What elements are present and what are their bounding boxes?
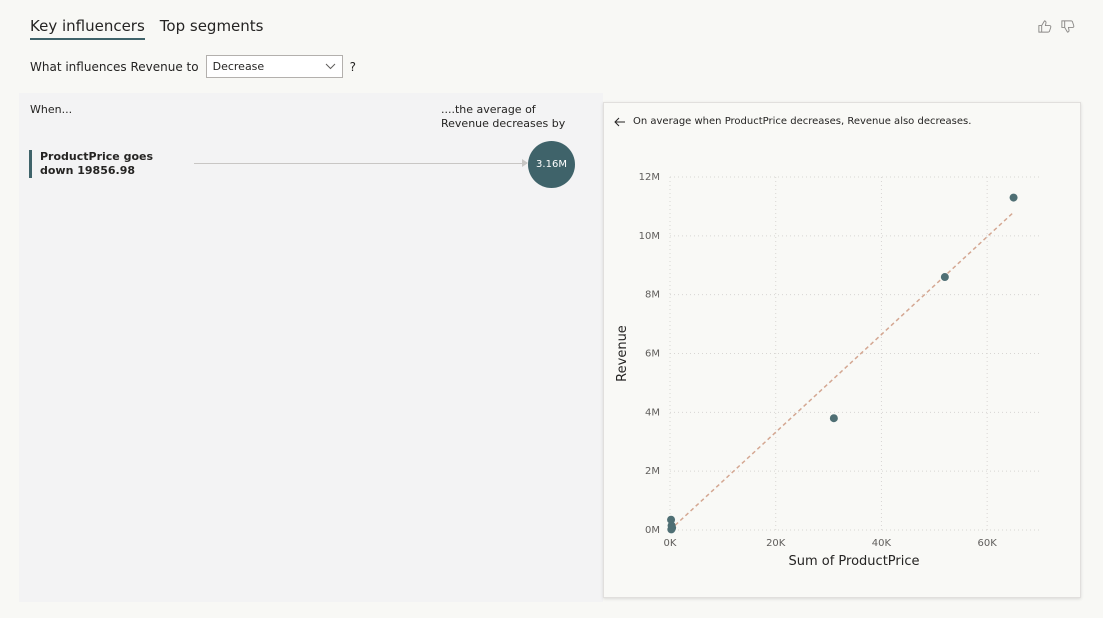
influencer-label: ProductPrice goes down 19856.98 [40, 150, 153, 178]
selection-indicator [29, 150, 32, 178]
trend-line [669, 211, 1015, 531]
question-row: What influences Revenue to Decrease ? [30, 55, 356, 78]
y-axis-title: Revenue [615, 325, 630, 382]
thumbs-up-icon[interactable] [1037, 19, 1052, 34]
y-tick-label: 6M [645, 349, 660, 360]
connector-line [194, 163, 527, 164]
feedback-buttons [1037, 19, 1075, 34]
arrow-right-icon [522, 159, 528, 167]
y-tick-label: 8M [645, 290, 660, 301]
question-prefix: What influences Revenue to [30, 59, 199, 74]
scatter-chart: 0M 2M 4M 6M 8M 10M 12M 0K 20K 40K 60K Revenue Sum… [615, 172, 1040, 569]
x-tick-label: 20K [766, 538, 786, 549]
chart-grid [669, 176, 1040, 531]
detail-description: On average when ProductPrice decreases, … [633, 116, 972, 127]
y-axis: 0M 2M 4M 6M 8M 10M 12M [639, 172, 660, 536]
influencer-detail-panel: On average when ProductPrice decreases, … [603, 102, 1081, 598]
x-axis-title: Sum of ProductPrice [788, 554, 919, 569]
tab-top-segments[interactable]: Top segments [159, 17, 264, 35]
y-tick-label: 2M [645, 466, 660, 477]
influencer-label-line2: down 19856.98 [40, 164, 136, 177]
average-label: ....the average of Revenue decreases by [441, 103, 565, 131]
direction-dropdown-value: Decrease [212, 60, 265, 73]
x-tick-label: 60K [977, 538, 997, 549]
chevron-down-icon [325, 63, 335, 70]
average-label-line1: ....the average of [441, 103, 536, 116]
x-tick-label: 40K [872, 538, 892, 549]
y-tick-label: 0M [645, 525, 660, 536]
influencers-panel: When... ....the average of Revenue decre… [19, 93, 603, 602]
thumbs-down-icon[interactable] [1060, 19, 1075, 34]
help-link[interactable]: ? [349, 59, 356, 74]
data-point[interactable] [667, 515, 676, 524]
influencer-row[interactable]: ProductPrice goes down 19856.98 3.16M [29, 141, 589, 188]
when-label: When... [30, 103, 73, 116]
arrow-left-icon[interactable] [614, 117, 626, 127]
influence-value-bubble: 3.16M [528, 141, 575, 188]
tab-key-influencers[interactable]: Key influencers [30, 17, 145, 40]
average-label-line2: Revenue decreases by [441, 117, 566, 130]
x-axis: 0K 20K 40K 60K [664, 538, 998, 549]
data-point[interactable] [940, 273, 949, 282]
direction-dropdown[interactable]: Decrease [205, 55, 343, 78]
data-point[interactable] [667, 525, 676, 534]
tab-bar: Key influencers Top segments [30, 17, 264, 40]
data-point[interactable] [1009, 193, 1018, 202]
y-tick-label: 4M [645, 407, 660, 418]
influencer-label-line1: ProductPrice goes [40, 150, 154, 163]
data-point[interactable] [829, 414, 838, 423]
y-tick-label: 12M [639, 172, 660, 183]
detail-header: On average when ProductPrice decreases, … [614, 116, 971, 127]
y-tick-label: 10M [639, 231, 660, 242]
data-points [667, 193, 1018, 534]
x-tick-label: 0K [664, 538, 677, 549]
